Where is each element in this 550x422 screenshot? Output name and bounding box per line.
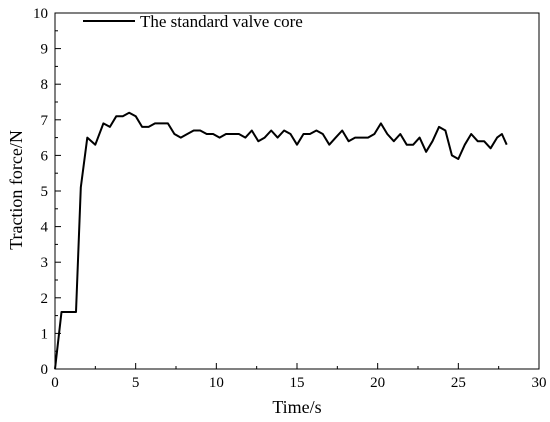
y-axis-label: Traction force/N <box>6 130 26 250</box>
x-axis-label: Time/s <box>272 397 321 417</box>
y-tick-label: 0 <box>41 362 49 378</box>
legend: The standard valve core <box>83 12 303 31</box>
y-tick-label: 2 <box>41 291 49 307</box>
y-tick-label: 9 <box>41 42 49 58</box>
y-axis-ticks: 0 1 2 3 4 5 6 7 8 9 10 <box>33 6 61 378</box>
y-tick-label: 5 <box>41 184 49 200</box>
series-layer <box>54 111 508 370</box>
y-tick-label: 3 <box>41 255 49 271</box>
y-tick-label: 6 <box>41 148 49 164</box>
x-tick-label: 25 <box>451 375 466 391</box>
x-tick-label: 5 <box>132 375 140 391</box>
y-tick-label: 8 <box>41 77 49 93</box>
y-tick-label: 10 <box>33 6 48 22</box>
y-tick-label: 4 <box>41 220 49 236</box>
x-tick-label: 15 <box>290 375 305 391</box>
x-tick-label: 0 <box>51 375 59 391</box>
x-axis-ticks: 0 5 10 15 20 25 30 <box>51 363 547 391</box>
y-tick-label: 1 <box>41 326 49 342</box>
x-tick-label: 30 <box>532 375 547 391</box>
legend-label: The standard valve core <box>140 12 303 31</box>
x-tick-label: 20 <box>370 375 385 391</box>
x-tick-label: 10 <box>209 375 224 391</box>
plot-frame <box>54 12 540 370</box>
series-line <box>54 111 508 370</box>
plot-area <box>54 12 540 370</box>
y-tick-label: 7 <box>41 113 49 129</box>
